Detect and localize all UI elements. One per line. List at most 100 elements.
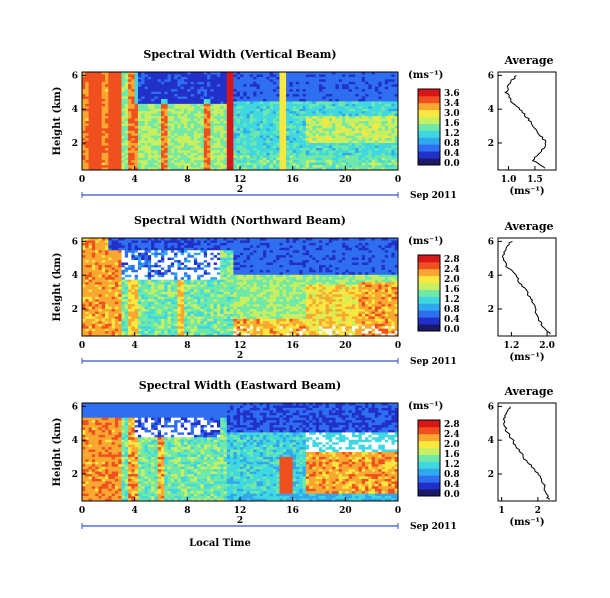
heatmap-cell [374,101,379,105]
heatmap-cell [256,152,261,156]
heatmap-cell [200,94,205,97]
heatmap-cell [295,157,300,161]
heatmap-cell [207,101,211,105]
heatmap-cell [272,103,277,107]
heatmap-cell [315,98,320,102]
heatmap-cell [371,103,376,107]
heatmap-cell [124,155,129,159]
heatmap-cell [272,125,277,129]
heatmap-cell [263,111,267,115]
heatmap-cell [88,157,93,161]
heatmap-cell [187,72,192,75]
heatmap-cell [342,130,346,134]
heatmap-cell [151,272,155,276]
heatmap-cell [164,74,168,78]
heatmap-cell [210,140,215,144]
heatmap-cell [365,81,369,85]
heatmap-cell [263,89,267,92]
heatmap-cell [210,130,215,134]
heatmap-cell [351,94,356,97]
heatmap-cell [170,255,175,258]
heatmap-cell [144,147,149,151]
heatmap-cell [141,238,145,241]
heatmap-cell [147,257,152,261]
heatmap-cell [295,160,300,164]
heatmap-cell [223,165,228,168]
heatmap-cell [190,121,195,124]
heatmap-cell [95,289,99,293]
heatmap-cell [361,94,366,97]
heatmap-cell [108,72,113,75]
heatmap-cell [98,304,103,307]
heatmap-cell [276,113,280,117]
heatmap-cell [256,157,261,161]
heatmap-cell [299,138,303,141]
heatmap-cell [170,130,175,134]
heatmap-cell [335,101,340,105]
heatmap-cell [88,130,93,134]
heatmap-cell [88,242,93,246]
heatmap-cell [134,333,139,337]
heatmap-cell [95,111,99,115]
heatmap-cell [137,296,142,300]
heatmap-cell [88,94,93,97]
heatmap-cell [388,79,392,83]
heatmap-cell [134,245,139,249]
heatmap-cell [305,106,310,110]
heatmap-cell [154,255,159,258]
heatmap-cell [105,150,109,154]
heatmap-cell [174,143,178,146]
heatmap-cell [190,106,195,110]
heatmap-cell [236,111,241,115]
heatmap-cell [368,145,373,149]
heatmap-cell [137,313,142,317]
heatmap-cell [259,162,264,166]
heatmap-cell [263,125,267,129]
heatmap-cell [134,262,139,266]
heatmap-cell [355,94,359,97]
heatmap-cell [105,128,109,132]
heatmap-cell [151,306,155,310]
heatmap-cell [279,74,284,78]
heatmap-cell [170,257,175,261]
heatmap-cell [114,133,119,137]
heatmap-cell [124,98,129,102]
heatmap-cell [325,111,330,115]
heatmap-cell [88,252,93,256]
heatmap-cell [82,321,86,325]
heatmap-cell [391,108,396,112]
heatmap-cell [151,301,155,305]
profile-y-tick-label: 4 [488,105,494,115]
heatmap-cell [226,145,231,149]
heatmap-cell [193,91,198,95]
colorbar-segment [418,130,440,138]
heatmap-cell [358,96,363,100]
heatmap-cell [180,143,185,146]
heatmap-cell [223,150,228,154]
heatmap-cell [164,326,168,330]
heatmap-cell [101,94,106,97]
heatmap-cell [388,147,392,151]
heatmap-cell [223,81,228,85]
heatmap-cell [190,145,195,149]
heatmap-cell [236,123,241,127]
heatmap-cell [236,162,241,166]
heatmap-cell [213,152,218,156]
heatmap-cell [391,101,396,105]
heatmap-cell [256,111,261,115]
heatmap-cell [137,94,142,97]
heatmap-cell [134,150,139,154]
heatmap-cell [82,91,86,95]
heatmap-cell [101,282,106,285]
heatmap-cell [200,140,205,144]
heatmap-cell [309,111,313,115]
panel-1: Spectral Width (Northward Beam)642Height… [52,214,557,367]
heatmap-cell [342,74,346,78]
heatmap-cell [157,157,162,161]
heatmap-cell [220,113,224,117]
heatmap-cell [210,74,215,78]
heatmap-cell [325,130,330,134]
heatmap-cell [302,89,307,92]
heatmap-cell [246,84,251,88]
heatmap-cell [154,121,159,124]
